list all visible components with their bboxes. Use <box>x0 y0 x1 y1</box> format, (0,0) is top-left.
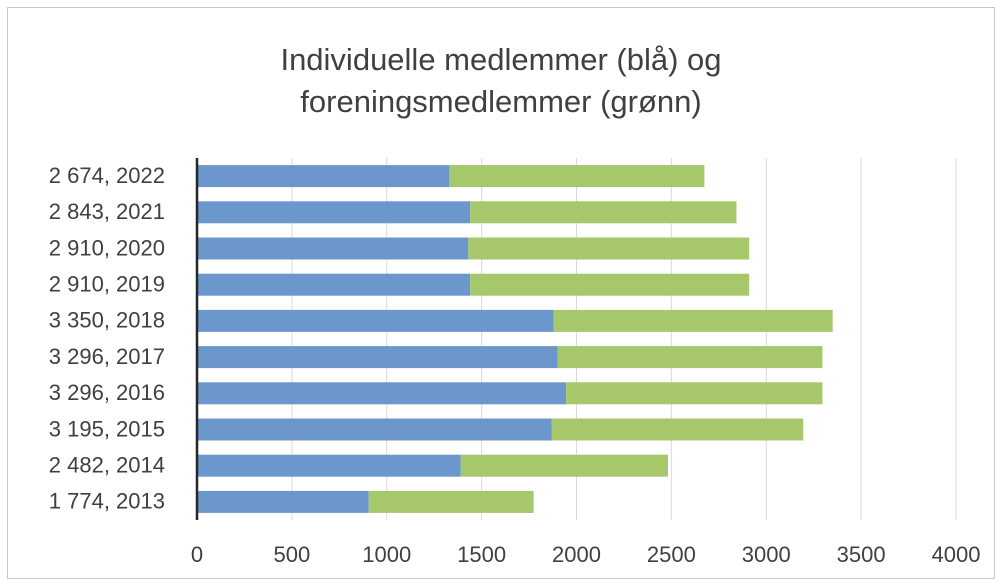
chart-title: Individuelle medlemmer (blå) og <box>280 42 721 77</box>
y-tick-label: 2 482, 2014 <box>49 453 165 478</box>
bar-segment <box>460 454 668 477</box>
y-tick-label: 1 774, 2013 <box>49 489 165 514</box>
y-tick-label: 3 296, 2016 <box>49 380 165 405</box>
bar-segment <box>197 237 469 260</box>
x-tick-label: 0 <box>191 542 203 567</box>
y-tick-label: 2 843, 2021 <box>49 199 165 224</box>
bar-segment <box>553 309 833 332</box>
bar-segment <box>197 418 552 441</box>
x-tick-label: 3000 <box>742 542 791 567</box>
x-tick-label: 2000 <box>552 542 601 567</box>
bar-segment <box>551 418 804 441</box>
y-tick-label: 3 350, 2018 <box>49 308 165 333</box>
bar-segment <box>470 201 737 224</box>
y-tick-label: 2 910, 2020 <box>49 235 165 260</box>
x-tick-label: 1000 <box>362 542 411 567</box>
bar-segment <box>566 382 823 405</box>
x-tick-label: 1500 <box>457 542 506 567</box>
x-tick-label: 500 <box>274 542 311 567</box>
bar-segment <box>368 490 534 513</box>
x-tick-label: 4000 <box>932 542 981 567</box>
y-tick-label: 2 674, 2022 <box>49 163 165 188</box>
bar-segment <box>470 273 750 296</box>
bar-segment <box>197 346 558 369</box>
bar-segment <box>197 273 471 296</box>
y-tick-label: 2 910, 2019 <box>49 272 165 297</box>
bar-segment <box>197 201 471 224</box>
bar-segment <box>449 165 705 188</box>
bar-segment <box>197 490 369 513</box>
y-tick-label: 3 195, 2015 <box>49 416 165 441</box>
x-tick-label: 3500 <box>837 542 886 567</box>
bar-segment <box>197 454 461 477</box>
chart-title: foreningsmedlemmer (grønn) <box>300 84 701 119</box>
bar-segment <box>197 165 450 188</box>
y-tick-label: 3 296, 2017 <box>49 344 165 369</box>
bar-segment <box>468 237 750 260</box>
bar-segment <box>197 382 567 405</box>
x-tick-label: 2500 <box>647 542 696 567</box>
bar-segment <box>557 346 823 369</box>
bar-segment <box>197 309 554 332</box>
